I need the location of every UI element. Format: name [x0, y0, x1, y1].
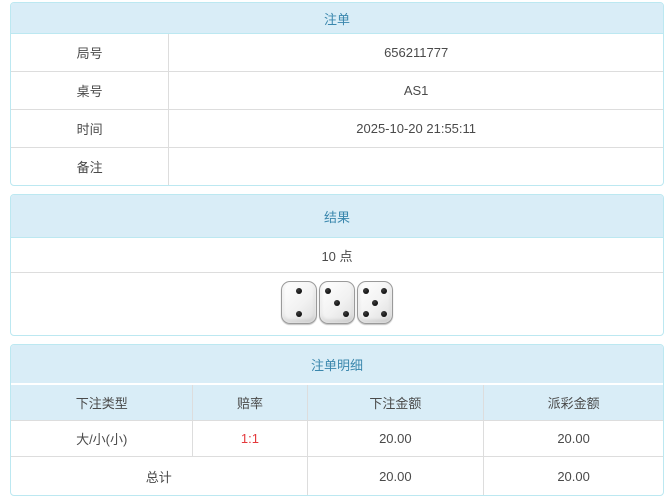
die-5: [357, 281, 393, 324]
field-label-table: 桌号: [11, 71, 170, 110]
table-total-row: 总计 20.00 20.00: [11, 456, 663, 495]
table-row: 备注: [11, 147, 663, 185]
table-row: 10 点: [11, 238, 663, 273]
table-row: 桌号 AS1: [11, 71, 663, 110]
field-value-time: 2025-10-20 21:55:11: [168, 109, 663, 148]
dice-group: [281, 281, 393, 324]
die-pip: [325, 288, 332, 295]
die-pip: [380, 288, 387, 295]
die-pip: [372, 299, 378, 306]
bet-detail-panel: 注单明细 下注类型 赔率 下注金额 派彩金额 大/小(小) 1:1 20.00 …: [10, 344, 664, 496]
field-label-round: 局号: [11, 34, 170, 72]
col-header-bet-amount: 下注金额: [306, 385, 485, 421]
die-pip: [296, 288, 302, 295]
die-pip: [380, 310, 387, 317]
field-value-table: AS1: [168, 71, 663, 110]
bet-detail-panel-title: 注单明细: [11, 345, 663, 385]
field-label-time: 时间: [11, 109, 170, 148]
table-row: 局号 656211777: [11, 34, 663, 72]
table-header-row: 下注类型 赔率 下注金额 派彩金额: [11, 385, 663, 421]
total-label: 总计: [11, 456, 308, 495]
result-panel: 结果 10 点: [10, 194, 664, 336]
table-row: 时间 2025-10-20 21:55:11: [11, 109, 663, 148]
result-panel-title: 结果: [11, 195, 663, 238]
die-pip: [363, 288, 370, 295]
table-row: [11, 272, 663, 335]
result-points: 10 点: [11, 238, 663, 273]
order-info-table: 局号 656211777 桌号 AS1 时间 2025-10-20 21:55:…: [11, 34, 663, 185]
die-pip: [363, 310, 370, 317]
order-info-panel: 注单 局号 656211777 桌号 AS1 时间 2025-10-20 21:…: [10, 2, 664, 186]
col-header-bet-type: 下注类型: [11, 385, 194, 421]
cell-odds: 1:1: [192, 420, 308, 457]
die-pip: [296, 310, 302, 317]
cell-bet-amount: 20.00: [306, 420, 485, 457]
table-row: 大/小(小) 1:1 20.00 20.00: [11, 420, 663, 457]
bet-detail-table: 下注类型 赔率 下注金额 派彩金额 大/小(小) 1:1 20.00 20.00…: [11, 385, 663, 495]
die-pip: [334, 299, 340, 306]
total-payout-amount: 20.00: [483, 456, 663, 495]
cell-bet-type: 大/小(小): [11, 420, 194, 457]
field-value-remark: [168, 147, 663, 185]
die-2: [281, 281, 317, 324]
total-bet-amount: 20.00: [306, 456, 485, 495]
col-header-payout-amount: 派彩金额: [483, 385, 663, 421]
die-3: [319, 281, 355, 324]
col-header-odds: 赔率: [192, 385, 308, 421]
field-value-round: 656211777: [168, 34, 663, 72]
result-table: 10 点: [11, 238, 663, 335]
die-pip: [342, 310, 349, 317]
order-panel-title: 注单: [11, 3, 663, 34]
cell-payout-amount: 20.00: [483, 420, 663, 457]
field-label-remark: 备注: [11, 147, 170, 185]
